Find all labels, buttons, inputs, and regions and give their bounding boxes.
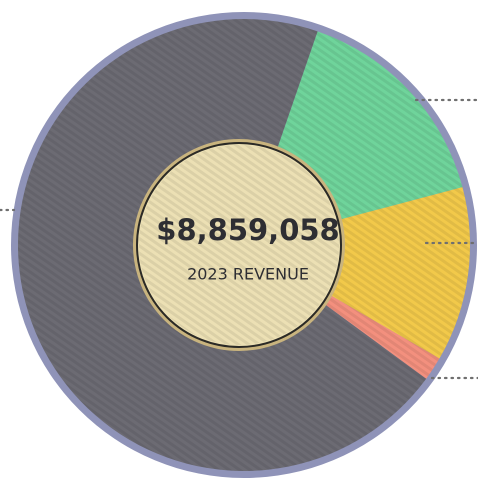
- center-value: $8,859,058: [156, 213, 339, 247]
- center-texture: [139, 145, 339, 345]
- center-label: 2023 REVENUE: [187, 265, 309, 284]
